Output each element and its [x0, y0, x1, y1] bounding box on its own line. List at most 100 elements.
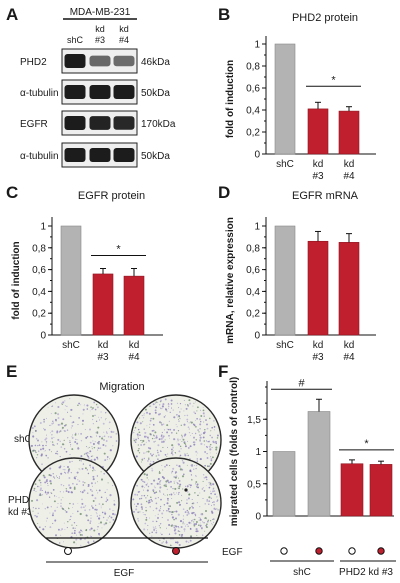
cell-dot	[96, 489, 98, 491]
bar	[60, 225, 82, 336]
cell-dot	[63, 465, 65, 467]
cell-dot	[173, 525, 175, 527]
cell-dot	[134, 493, 137, 496]
cell-dot	[89, 450, 92, 453]
cell-dot	[213, 442, 215, 444]
cell-dot	[154, 431, 157, 434]
cell-dot	[154, 497, 157, 500]
cell-dot	[71, 491, 73, 494]
cell-dot	[168, 509, 170, 511]
cell-dot	[186, 499, 188, 501]
cell-dot	[209, 482, 212, 485]
cell-dot	[178, 534, 181, 536]
cell-dot	[143, 412, 145, 415]
cell-dot	[89, 441, 92, 444]
cell-dot	[153, 529, 156, 532]
cell-dot	[179, 445, 182, 448]
cell-dot	[210, 430, 212, 432]
cell-dot	[101, 511, 104, 514]
cell-dot	[87, 519, 90, 522]
cell-dot	[151, 500, 153, 502]
cell-dot	[179, 454, 182, 457]
cell-dot	[141, 479, 144, 481]
bar	[338, 242, 360, 336]
cell-dot	[139, 417, 141, 419]
cell-dot	[86, 446, 88, 448]
cell-dot	[81, 467, 84, 470]
egf-on-marker	[377, 547, 385, 555]
cell-dot	[211, 456, 214, 459]
cell-dot	[159, 505, 162, 508]
cell-dot	[88, 452, 90, 454]
cell-dot	[166, 428, 168, 430]
category-label: kd	[98, 340, 109, 351]
cell-dot	[70, 427, 72, 429]
cell-dot	[168, 420, 170, 422]
cell-dot	[59, 491, 62, 493]
cell-dot	[168, 408, 169, 409]
cell-dot	[184, 433, 187, 436]
cell-dot	[53, 500, 56, 503]
cell-dot	[99, 447, 102, 449]
cell-dot	[51, 422, 54, 425]
cell-dot	[149, 506, 151, 508]
cell-dot	[86, 469, 88, 471]
cell-dot	[213, 420, 215, 422]
cell-dot	[197, 429, 199, 431]
cell-dot	[81, 491, 84, 494]
cell-dot	[187, 491, 189, 493]
cell-dot	[67, 469, 70, 472]
cell-dot	[213, 487, 215, 489]
cell-dot	[60, 430, 62, 432]
cell-dot	[91, 436, 93, 438]
cell-dot	[199, 420, 202, 423]
cell-dot	[199, 439, 201, 441]
cell-dot	[168, 437, 171, 439]
cell-dot	[171, 444, 174, 447]
cell-dot	[82, 408, 85, 411]
cell-dot	[199, 506, 201, 508]
cell-dot	[202, 412, 205, 415]
cell-dot	[195, 464, 198, 467]
chart-d-egfr-mrna: EGFR mRNA 0 0,2 0,4 0,6 0,8 1 mRNA, relative ex…	[225, 190, 376, 363]
cell-dot	[148, 412, 151, 415]
cell-dot	[60, 502, 62, 504]
cell-dot	[69, 461, 71, 463]
cell-dot	[53, 436, 55, 438]
cell-dot	[143, 452, 145, 454]
cell-dot	[79, 469, 81, 471]
cell-dot	[48, 449, 51, 451]
cell-dot	[105, 497, 108, 499]
cell-dot	[85, 436, 88, 439]
cell-dot	[155, 403, 156, 405]
cell-dot	[199, 517, 201, 519]
cell-dot	[98, 440, 100, 443]
cell-dot	[175, 453, 177, 454]
cell-dot	[102, 436, 104, 437]
cell-dot	[106, 499, 109, 501]
cell-dot	[200, 522, 202, 524]
cell-dot	[213, 504, 215, 506]
cell-dot	[83, 405, 85, 407]
cell-dot	[112, 445, 114, 447]
cell-dot	[155, 406, 158, 409]
blot-protein-label: PHD2	[20, 57, 47, 68]
chart-title: PHD2 protein	[292, 12, 358, 24]
cell-dot	[164, 483, 167, 486]
cell-dot	[37, 523, 39, 524]
cell-dot	[188, 422, 190, 424]
cell-dot	[158, 404, 161, 406]
cell-dot	[211, 511, 214, 514]
cell-dot	[191, 512, 194, 515]
cell-dot	[109, 494, 112, 497]
cell-dot	[71, 424, 74, 427]
row-label-shc: shC	[14, 434, 32, 445]
cell-dot	[182, 518, 185, 521]
cell-dot	[76, 439, 78, 441]
cell-dot	[177, 443, 180, 445]
cell-dot	[188, 493, 191, 496]
cell-dot	[151, 467, 153, 470]
cell-dot	[65, 450, 68, 453]
cell-dot	[64, 509, 65, 511]
cell-dot	[193, 468, 195, 470]
